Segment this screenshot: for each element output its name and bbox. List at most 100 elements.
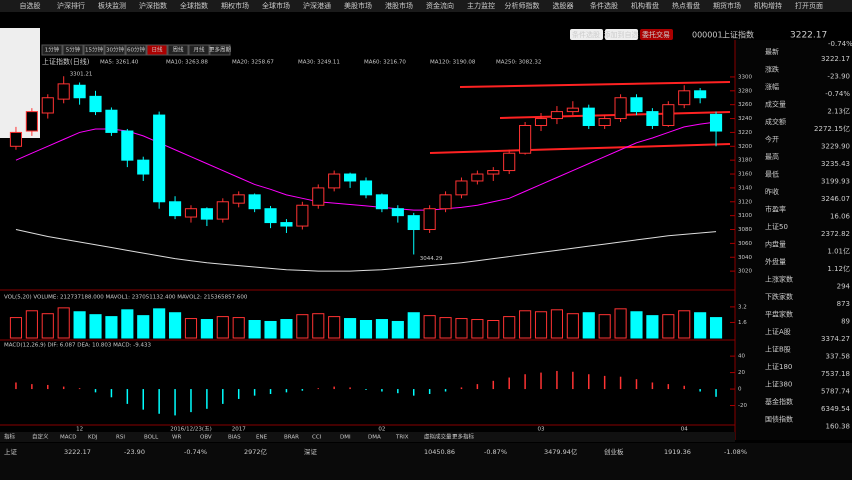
period-label[interactable]: 1分钟 xyxy=(45,46,60,54)
y-tick-label: 3260 xyxy=(738,102,752,108)
trend-line[interactable] xyxy=(459,81,731,88)
volume-bar xyxy=(105,316,118,339)
tab[interactable]: BRAR xyxy=(284,435,299,441)
tab[interactable]: 虚拟成交量 xyxy=(424,433,452,441)
menu-item[interactable]: 沪深港通 xyxy=(303,1,331,10)
status-item: -0.74% xyxy=(184,448,207,456)
tab[interactable]: KDJ xyxy=(88,435,98,441)
tab[interactable]: 自定义 xyxy=(32,433,49,441)
menu-item[interactable]: 条件选股 xyxy=(590,1,618,10)
period-button[interactable] xyxy=(188,44,210,56)
period-button[interactable] xyxy=(104,44,126,56)
x-label: 02 xyxy=(378,427,385,433)
menu-item[interactable]: 沪深排行 xyxy=(57,1,85,10)
period-label[interactable]: 周线 xyxy=(172,46,184,54)
tab[interactable]: DMI xyxy=(340,435,351,441)
period-button[interactable] xyxy=(167,44,189,56)
tab[interactable]: ENE xyxy=(256,435,268,441)
volume-bar xyxy=(614,308,627,339)
tab[interactable]: RSI xyxy=(116,435,125,441)
volume-bar xyxy=(678,310,691,339)
button[interactable] xyxy=(570,29,603,40)
ma-line xyxy=(15,229,717,272)
volume-bar xyxy=(662,314,675,339)
button-label[interactable]: 委托交易 xyxy=(642,30,670,39)
menu-item[interactable]: 机构增持 xyxy=(754,1,782,10)
candle-body xyxy=(678,90,691,106)
info-label: 最低 xyxy=(765,170,779,179)
tab[interactable]: OBV xyxy=(200,435,212,441)
menu-item[interactable]: 主力监控 xyxy=(467,1,495,10)
menu-item[interactable]: 选股器 xyxy=(553,1,574,10)
period-button[interactable] xyxy=(209,44,231,56)
info-label: 上证380 xyxy=(765,380,792,389)
period-label[interactable]: 更多周期 xyxy=(209,46,232,54)
y-tick-label: 3040 xyxy=(738,255,752,261)
y-tick-label: 3240 xyxy=(738,116,752,122)
info-value: 89 xyxy=(841,318,850,326)
menu-item[interactable]: 自选股 xyxy=(20,1,41,10)
tab[interactable]: CCI xyxy=(312,435,322,441)
period-label[interactable]: 60分钟 xyxy=(127,46,145,54)
y-tick-label: 3140 xyxy=(738,185,752,191)
y-tick-label: 0 xyxy=(738,387,742,393)
menu-item[interactable]: 美股市场 xyxy=(344,1,372,10)
period-label[interactable]: 30分钟 xyxy=(106,46,124,54)
info-label: 今开 xyxy=(765,135,779,144)
candle-body xyxy=(232,194,245,204)
menu-item[interactable]: 期权市场 xyxy=(221,1,249,10)
volume-bar xyxy=(200,319,213,339)
y-tick-label: 3180 xyxy=(738,158,752,164)
menu-item[interactable]: 全球指数 xyxy=(180,1,208,10)
tab[interactable]: BIAS xyxy=(228,435,241,441)
period-button[interactable] xyxy=(125,44,147,56)
menu-item[interactable]: 资金流向 xyxy=(426,1,454,10)
tab[interactable]: DMA xyxy=(368,435,381,441)
period-button[interactable] xyxy=(41,44,63,56)
volume-bar xyxy=(168,312,182,339)
period-label[interactable]: 15分钟 xyxy=(85,46,103,54)
period-button[interactable] xyxy=(83,44,105,56)
status-item: 深证 xyxy=(304,447,318,456)
y-tick-label: 3300 xyxy=(738,74,752,80)
menu-item[interactable]: 板块监测 xyxy=(98,1,126,10)
tab[interactable]: TRIX xyxy=(395,435,409,441)
menu-item[interactable]: 港股市场 xyxy=(385,1,413,10)
trend-line[interactable] xyxy=(429,143,731,154)
status-item: 10450.86 xyxy=(424,448,455,456)
tab[interactable]: 更多指标 xyxy=(452,433,475,441)
candle-body xyxy=(391,208,404,217)
volume-bar xyxy=(423,315,436,339)
button[interactable] xyxy=(640,29,673,40)
period-label[interactable]: 月线 xyxy=(193,46,205,54)
menu-item[interactable]: 机构看盘 xyxy=(631,1,659,10)
menu-item[interactable]: 热点看盘 xyxy=(672,1,700,10)
menu-item[interactable]: 全球市场 xyxy=(262,1,290,10)
candle-body xyxy=(709,113,723,132)
tab[interactable]: 指标 xyxy=(4,433,16,441)
x-label: 2017 xyxy=(232,427,246,433)
period-label[interactable]: 5分钟 xyxy=(66,46,81,54)
tab[interactable]: MACD xyxy=(60,435,77,441)
menu-item[interactable]: 沪深指数 xyxy=(139,1,167,10)
candle-body xyxy=(662,104,675,126)
tab[interactable]: WR xyxy=(172,435,181,441)
button-label[interactable]: 条件选股 xyxy=(572,30,600,39)
menu-item[interactable]: 打开页面 xyxy=(795,1,823,10)
period-button[interactable] xyxy=(146,44,168,56)
annotation: 3044.29 xyxy=(420,256,443,262)
period-button[interactable] xyxy=(62,44,84,56)
button[interactable] xyxy=(605,29,638,40)
tab[interactable]: BOLL xyxy=(144,435,159,441)
info-label: 市盈率 xyxy=(765,205,786,214)
status-bar xyxy=(0,443,852,480)
info-label: 外盘量 xyxy=(765,257,786,266)
candle-body xyxy=(439,194,452,210)
info-value: 3374.27 xyxy=(821,335,850,343)
volume-bar xyxy=(89,314,102,339)
button-label[interactable]: 添加到自选 xyxy=(604,30,639,39)
menu-item[interactable]: 期货市场 xyxy=(713,1,741,10)
period-label[interactable]: 日线 xyxy=(151,46,163,54)
info-value: 3246.07 xyxy=(821,195,850,203)
menu-item[interactable]: 分析师指数 xyxy=(505,1,540,10)
